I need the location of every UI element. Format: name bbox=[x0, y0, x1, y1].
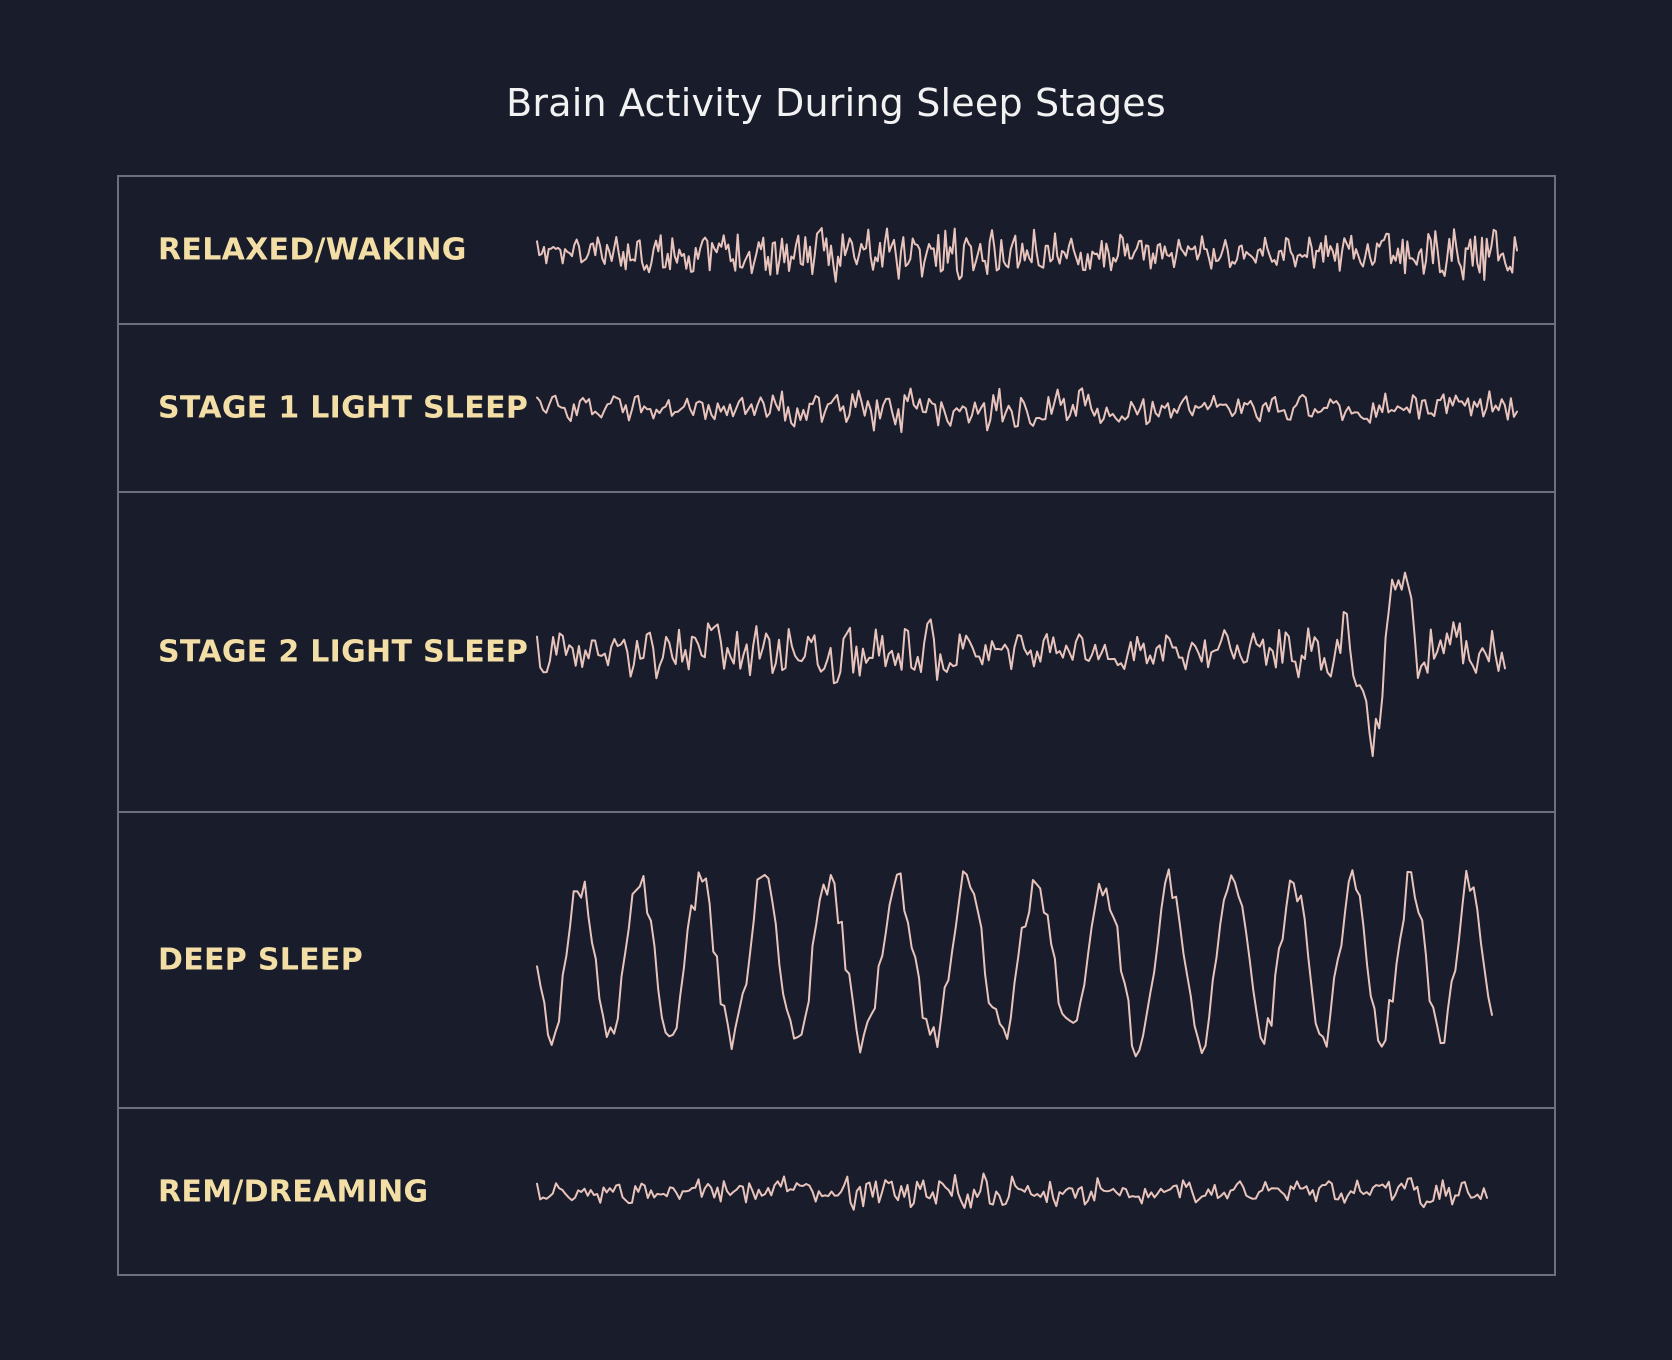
stage-row-relaxed-waking: RELAXED/WAKING bbox=[119, 177, 1554, 323]
stage-label: STAGE 2 LIGHT SLEEP bbox=[158, 634, 529, 670]
stage-row-rem-dreaming: REM/DREAMING bbox=[119, 1107, 1554, 1274]
eeg-trace-stage-2 bbox=[536, 571, 1506, 758]
eeg-trace-deep-sleep bbox=[536, 868, 1493, 1058]
stage-row-stage-2: STAGE 2 LIGHT SLEEP bbox=[119, 491, 1554, 811]
eeg-trace-stage-1 bbox=[536, 387, 1518, 434]
eeg-trace-relaxed-waking bbox=[536, 227, 1518, 283]
stage-label: RELAXED/WAKING bbox=[158, 232, 467, 268]
stages-table: RELAXED/WAKING STAGE 1 LIGHT SLEEP STAGE… bbox=[117, 175, 1556, 1276]
stage-label: STAGE 1 LIGHT SLEEP bbox=[158, 390, 529, 426]
stage-label: DEEP SLEEP bbox=[158, 942, 364, 978]
eeg-trace-rem-dreaming bbox=[536, 1172, 1488, 1211]
stage-row-stage-1: STAGE 1 LIGHT SLEEP bbox=[119, 323, 1554, 491]
stage-row-deep-sleep: DEEP SLEEP bbox=[119, 811, 1554, 1107]
stage-label: REM/DREAMING bbox=[158, 1174, 429, 1209]
diagram-title: Brain Activity During Sleep Stages bbox=[506, 81, 1166, 125]
